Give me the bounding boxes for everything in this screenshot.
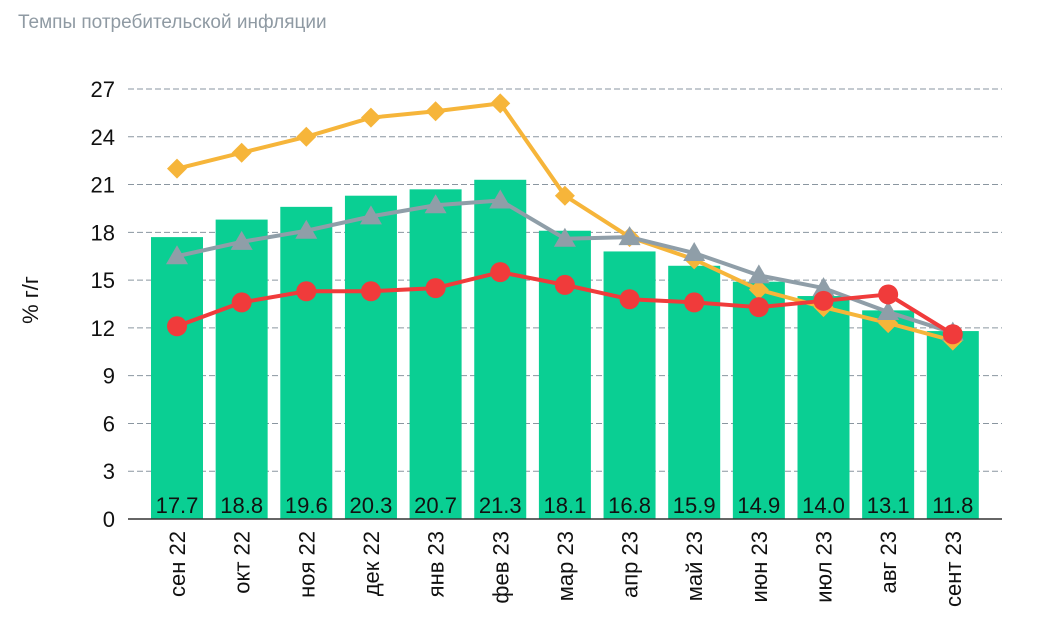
x-tick-label: май 23 bbox=[682, 531, 707, 601]
bar-value-label: 13.1 bbox=[867, 493, 910, 518]
y-tick-label: 12 bbox=[91, 316, 115, 341]
line-layer bbox=[166, 93, 964, 351]
bar bbox=[215, 219, 268, 519]
triangle-marker bbox=[424, 194, 447, 214]
triangle-marker bbox=[683, 242, 706, 262]
bar bbox=[797, 296, 850, 519]
chart-title: Темпы потребительской инфляции bbox=[18, 12, 327, 33]
diamond-marker bbox=[748, 279, 769, 300]
bar-value-label: 20.7 bbox=[414, 493, 457, 518]
circle-marker bbox=[490, 262, 511, 283]
bar bbox=[474, 179, 527, 519]
bar-value-label: 20.3 bbox=[350, 493, 393, 518]
circle-marker bbox=[231, 292, 252, 313]
bar-layer bbox=[151, 179, 979, 520]
circle-marker bbox=[296, 281, 317, 302]
diamond-marker bbox=[425, 101, 446, 122]
bar-value-label: 11.8 bbox=[932, 493, 973, 518]
triangle-marker bbox=[295, 219, 318, 239]
x-tick-label: апр 23 bbox=[618, 531, 643, 598]
bar-value-label: 17.7 bbox=[156, 493, 199, 518]
triangle-marker bbox=[877, 300, 900, 320]
triangle-marker bbox=[166, 245, 188, 265]
x-tick-label: окт 22 bbox=[230, 531, 255, 594]
diamond-marker bbox=[296, 126, 317, 147]
circle-marker bbox=[360, 281, 381, 302]
circle-marker bbox=[942, 324, 963, 345]
x-tick-label: фев 23 bbox=[488, 531, 513, 604]
x-tick-label: янв 23 bbox=[424, 531, 449, 597]
y-tick-label: 15 bbox=[91, 268, 115, 293]
y-tick-label: 27 bbox=[91, 77, 115, 102]
circle-marker bbox=[167, 316, 187, 337]
bar bbox=[344, 195, 397, 519]
triangle-marker bbox=[359, 205, 382, 225]
x-tick-label: июл 23 bbox=[812, 531, 837, 603]
x-tick-label: июн 23 bbox=[747, 531, 772, 603]
triangle-marker bbox=[812, 277, 835, 297]
y-tick-label: 18 bbox=[91, 220, 115, 245]
y-tick-label: 24 bbox=[91, 125, 115, 150]
diamond-marker bbox=[490, 93, 511, 114]
bar bbox=[409, 189, 462, 520]
bar-value-label: 18.1 bbox=[543, 493, 586, 518]
bar bbox=[926, 331, 979, 519]
x-tick-label: сен 22 bbox=[165, 531, 190, 597]
triangle-marker bbox=[618, 226, 641, 246]
diamond-marker bbox=[167, 158, 187, 179]
circle-marker bbox=[425, 278, 446, 299]
bar-value-label: 14.9 bbox=[737, 493, 780, 518]
circle-marker bbox=[554, 274, 575, 295]
y-tick-label: 0 bbox=[103, 507, 115, 532]
bar-value-label: 21.3 bbox=[479, 493, 522, 518]
y-axis-label: % г/г bbox=[18, 276, 43, 324]
bar bbox=[732, 281, 785, 519]
diamond-marker bbox=[231, 142, 252, 163]
bar bbox=[151, 237, 203, 519]
bar-value-label: 16.8 bbox=[608, 493, 651, 518]
triangle-marker bbox=[553, 227, 576, 247]
diamond-marker bbox=[554, 185, 575, 206]
x-tick-label: сент 23 bbox=[941, 531, 966, 607]
bar-value-label: 15.9 bbox=[673, 493, 716, 518]
bar bbox=[538, 230, 591, 520]
axis-layer: 0 3 6 9 12 15 18 21 24 27 сен 22 окт 22 ноя 22 дек 22… bbox=[91, 77, 1002, 607]
bar-value-label: 19.6 bbox=[285, 493, 328, 518]
bar bbox=[862, 310, 915, 519]
label-layer: 17.7 18.8 19.6 20.3 20.7 21.3 18.1 16.8 15.9 14.9… bbox=[156, 493, 974, 518]
triangle-marker bbox=[230, 230, 253, 250]
x-tick-label: авг 23 bbox=[876, 531, 901, 594]
circle-marker bbox=[878, 284, 899, 305]
y-tick-label: 3 bbox=[103, 459, 115, 484]
bar-value-label: 14.0 bbox=[802, 493, 845, 518]
x-tick-label: дек 22 bbox=[359, 531, 384, 596]
y-tick-label: 9 bbox=[103, 364, 115, 389]
y-tick-label: 6 bbox=[103, 411, 115, 436]
x-tick-label: мар 23 bbox=[553, 531, 578, 601]
circle-marker bbox=[619, 289, 640, 310]
triangle-marker bbox=[747, 264, 770, 284]
circle-marker bbox=[813, 290, 834, 311]
circle-marker bbox=[684, 292, 705, 313]
x-tick-label: ноя 22 bbox=[294, 531, 319, 598]
y-tick-label: 21 bbox=[91, 173, 115, 198]
bar-value-label: 18.8 bbox=[220, 493, 263, 518]
diamond-marker bbox=[360, 107, 381, 128]
bar bbox=[280, 206, 333, 519]
circle-marker bbox=[748, 297, 769, 318]
triangle-marker bbox=[489, 189, 512, 209]
